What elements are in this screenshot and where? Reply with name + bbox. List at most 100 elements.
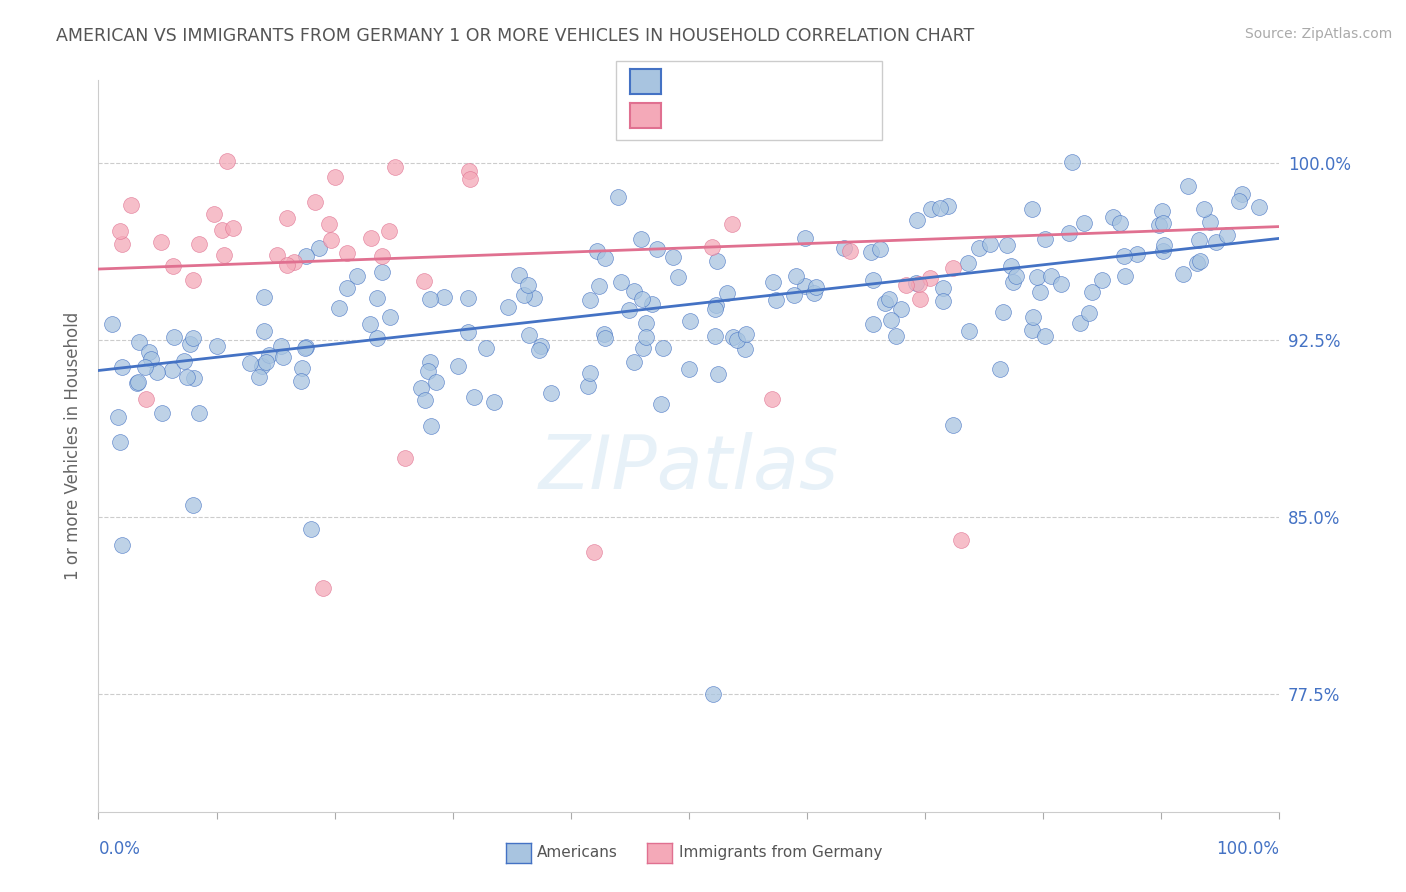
Point (576, 379, 599, 393)
Text: R = 0.357   N = 177: R = 0.357 N = 177 (669, 72, 876, 90)
Point (181, 331, 204, 345)
Point (101, 318, 124, 332)
Point (318, 217, 340, 231)
Point (474, 341, 496, 355)
Point (294, 341, 316, 355)
Point (211, 222, 233, 236)
Point (904, 277, 927, 291)
Point (1021, 322, 1043, 336)
Point (420, 419, 443, 434)
Point (108, 435, 131, 450)
Point (419, 293, 441, 307)
Point (150, 406, 173, 420)
Point (202, 207, 225, 221)
Point (183, 371, 205, 385)
Point (312, 581, 335, 595)
Point (512, 287, 534, 301)
Point (1171, 268, 1194, 282)
Point (1199, 215, 1222, 229)
Point (651, 341, 673, 355)
Point (890, 302, 912, 317)
Point (308, 241, 330, 255)
Point (679, 314, 702, 328)
Point (371, 249, 394, 263)
Point (1152, 204, 1174, 219)
Point (579, 366, 602, 380)
Point (1112, 249, 1135, 263)
Point (804, 280, 827, 294)
Point (457, 325, 479, 339)
Point (290, 374, 312, 388)
Point (704, 298, 727, 312)
Point (645, 242, 668, 256)
Point (457, 291, 479, 305)
Point (1216, 227, 1239, 242)
Point (991, 305, 1014, 319)
Point (920, 202, 942, 216)
Point (734, 343, 756, 357)
Point (606, 190, 628, 204)
Point (839, 244, 862, 258)
Point (735, 326, 758, 341)
Point (1033, 231, 1056, 245)
Point (1004, 268, 1026, 283)
Point (716, 286, 738, 301)
Point (593, 251, 616, 265)
Point (932, 281, 955, 295)
Point (765, 293, 787, 308)
Point (413, 392, 436, 407)
Point (721, 217, 744, 231)
Point (107, 409, 129, 424)
Text: AMERICAN VS IMMIGRANTS FROM GERMANY 1 OR MORE VEHICLES IN HOUSEHOLD CORRELATION : AMERICAN VS IMMIGRANTS FROM GERMANY 1 OR… (56, 27, 974, 45)
Point (359, 317, 381, 331)
Point (366, 291, 388, 305)
Point (1025, 269, 1047, 284)
Point (886, 329, 908, 343)
Point (321, 234, 343, 248)
Point (527, 343, 550, 358)
Point (583, 545, 606, 559)
Point (523, 291, 546, 305)
Point (149, 235, 172, 249)
Point (762, 275, 785, 289)
Point (416, 364, 439, 378)
Point (508, 268, 530, 282)
Point (860, 244, 883, 259)
Point (1000, 259, 1022, 273)
Point (252, 324, 274, 338)
Point (457, 164, 479, 178)
Point (323, 169, 346, 184)
Point (640, 297, 662, 311)
Point (433, 290, 456, 304)
Point (1033, 328, 1056, 343)
Point (896, 278, 918, 293)
Point (377, 225, 399, 239)
Point (162, 259, 184, 273)
Point (412, 274, 434, 288)
Text: 100.0%: 100.0% (1216, 840, 1279, 858)
Point (1230, 187, 1253, 202)
Point (253, 290, 276, 304)
Text: ZIPatlas: ZIPatlas (538, 432, 839, 504)
Point (250, 359, 273, 373)
Point (761, 392, 783, 406)
Point (1040, 269, 1063, 284)
Point (111, 237, 134, 252)
Point (636, 316, 658, 330)
Point (1081, 285, 1104, 299)
Point (458, 172, 481, 186)
Point (346, 268, 368, 283)
Point (111, 359, 134, 374)
Point (146, 365, 169, 379)
Point (1227, 194, 1250, 209)
Point (540, 386, 562, 401)
Point (1091, 272, 1114, 286)
Point (706, 368, 728, 382)
Point (183, 273, 205, 287)
Point (378, 310, 401, 324)
Point (1177, 179, 1199, 194)
Point (1109, 216, 1132, 230)
Point (1188, 233, 1211, 247)
Point (905, 213, 928, 227)
Point (702, 687, 724, 701)
